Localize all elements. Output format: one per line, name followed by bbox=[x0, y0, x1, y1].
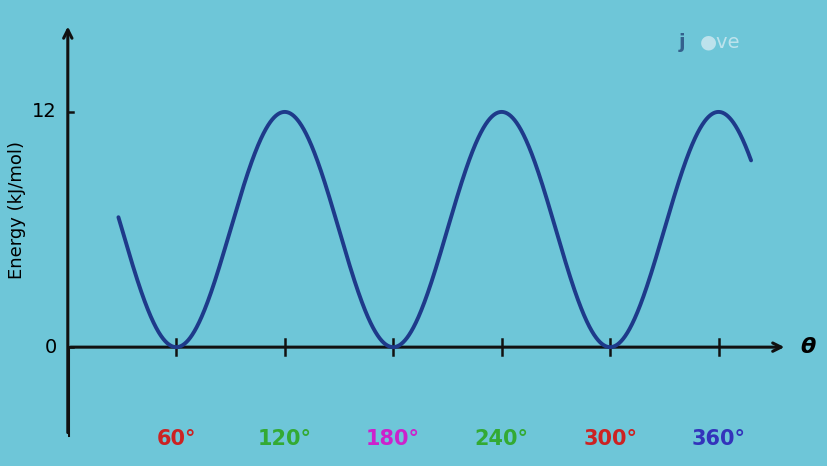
Text: θ: θ bbox=[799, 337, 814, 357]
Text: 120°: 120° bbox=[257, 430, 311, 450]
Text: 240°: 240° bbox=[474, 430, 528, 450]
Text: 0: 0 bbox=[45, 338, 57, 356]
Text: 180°: 180° bbox=[366, 430, 419, 450]
Text: Energy (kJ/mol): Energy (kJ/mol) bbox=[8, 141, 26, 279]
Text: 360°: 360° bbox=[691, 430, 744, 450]
Text: ●ve: ●ve bbox=[699, 33, 739, 52]
Text: 60°: 60° bbox=[156, 430, 196, 450]
Text: 300°: 300° bbox=[582, 430, 636, 450]
Text: j: j bbox=[678, 33, 685, 52]
Text: 12: 12 bbox=[32, 103, 57, 122]
